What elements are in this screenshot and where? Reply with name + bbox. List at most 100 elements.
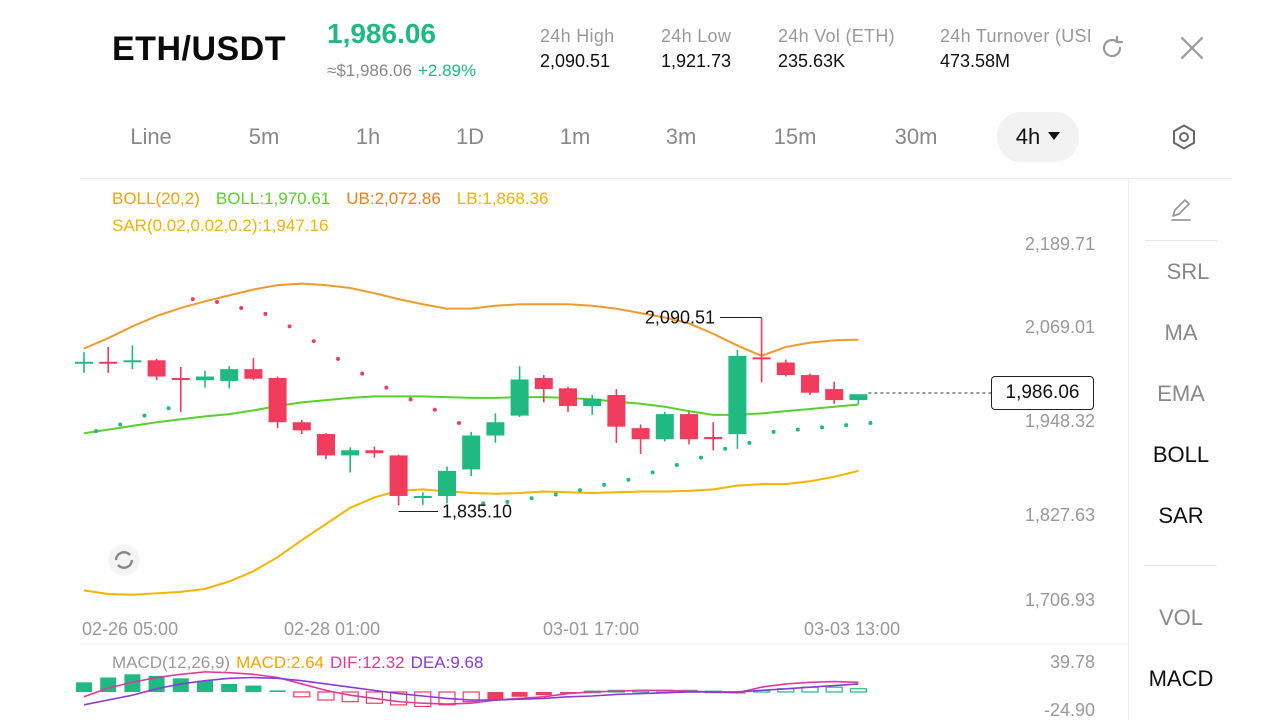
sar-dot	[408, 397, 413, 402]
toolbar-divider	[1145, 240, 1217, 241]
macd-legend-item: DIF:12.32	[330, 653, 405, 672]
sar-dot	[795, 427, 800, 432]
macd-histogram-bar	[414, 691, 432, 708]
tab-1m[interactable]: 1m	[559, 124, 591, 149]
candle-body	[220, 369, 239, 381]
sar-dot	[166, 406, 171, 411]
tab-5m[interactable]: 5m	[248, 124, 280, 149]
boll-mid-value: BOLL:1,970.61	[215, 189, 331, 208]
tab-30m[interactable]: 30m	[894, 124, 938, 149]
sar-dot	[868, 420, 873, 425]
boll-legend: BOLL(20,2) BOLL:1,970.61 UB:2,072.86 LB:1,8…	[112, 189, 564, 209]
sar-dot	[118, 422, 123, 427]
y-axis-tick-label: 2,069.01	[1025, 317, 1095, 337]
sar-dot	[578, 488, 582, 493]
sar-dot	[263, 311, 268, 316]
sar-legend: SAR(0.02,0.02,0.2):1,947.16	[112, 216, 328, 236]
tab-4h-label: 4h	[1015, 124, 1041, 149]
macd-histogram-bar	[511, 691, 528, 697]
sar-dot	[287, 324, 292, 329]
stat-value: 1,921.73	[661, 51, 732, 71]
pencil-icon[interactable]	[1129, 197, 1233, 229]
sar-dot	[771, 429, 776, 434]
macd-histogram-bar	[197, 680, 213, 692]
macd-legend: MACD(12,26,9) MACD:2.64 DIF:12.32 DEA:9.68	[112, 653, 483, 672]
hexagon-settings-icon[interactable]	[1164, 112, 1204, 162]
sar-dot	[650, 470, 655, 475]
candle-body	[244, 369, 263, 379]
candle-body	[268, 377, 287, 423]
sar-dot	[674, 463, 679, 468]
macd-histogram-bar	[487, 691, 504, 701]
chart-container[interactable]	[80, 178, 1128, 720]
sar-dot	[94, 429, 98, 434]
indicator-sar[interactable]: SAR	[1158, 503, 1204, 528]
sar-dot	[505, 499, 510, 504]
macd-legend-item: DEA:9.68	[411, 653, 484, 672]
tab-line[interactable]: Line	[130, 124, 172, 149]
candle-body	[196, 376, 214, 381]
candle-body	[825, 389, 844, 401]
toolbar-divider	[1145, 565, 1217, 566]
candle-body	[75, 361, 93, 364]
indicator-toolbar: SRL MA EMA BOLL SAR VOL MACD	[1128, 178, 1232, 720]
current-price-tag: 1,986.06	[991, 376, 1094, 410]
macd-histogram-bar	[317, 691, 335, 701]
indicator-boll[interactable]: BOLL	[1152, 442, 1210, 467]
y-axis-tick-label: 1,827.63	[1025, 505, 1095, 525]
price-subline: ≈$1,986.06 +2.89%	[327, 61, 476, 81]
stat-24h-turnover: 24h Turnover (USDT) 473.58M	[940, 26, 1090, 72]
sar-dot	[457, 420, 461, 425]
sar-dot	[723, 446, 728, 451]
low-price-label: 1,835.10	[442, 502, 512, 522]
refresh-icon[interactable]	[1094, 30, 1130, 66]
indicator-vol[interactable]: VOL	[1158, 605, 1204, 630]
candle-body	[389, 455, 408, 496]
candle-body	[776, 362, 795, 376]
chevron-down-icon	[1048, 132, 1061, 141]
sar-dot	[553, 492, 558, 497]
candle-body	[752, 357, 771, 360]
candle-body	[631, 428, 650, 440]
macd-histogram-bar	[100, 677, 117, 692]
candle-body	[510, 379, 529, 416]
indicator-ma[interactable]: MA	[1164, 320, 1198, 345]
tab-4h-dropdown[interactable]: 4h	[997, 112, 1079, 162]
sar-dot	[432, 407, 437, 412]
candle-body	[801, 375, 819, 393]
tab-15m[interactable]: 15m	[773, 124, 817, 149]
sar-dot	[384, 385, 389, 390]
trading-pair-title[interactable]: ETH/USDT	[112, 30, 286, 68]
candlestick-chart[interactable]: 2,189.71 2,069.01 1,948.32 1,827.63 1,706.93…	[0, 0, 1128, 720]
macd-histogram-bar	[825, 686, 843, 693]
market-header: ETH/USDT 1,986.06 ≈$1,986.06 +2.89% 24h H…	[0, 0, 1280, 100]
indicator-macd[interactable]: MACD	[1148, 666, 1214, 691]
tab-1d[interactable]: 1D	[455, 124, 485, 149]
price-change-percent: +2.89%	[417, 61, 477, 80]
candle-body	[655, 414, 674, 440]
macd-histogram-bar	[245, 685, 262, 692]
x-axis-tick-label: 02-28 01:00	[284, 619, 380, 639]
tab-1h[interactable]: 1h	[355, 124, 381, 149]
candle-body	[123, 360, 142, 363]
macd-histogram-bar	[172, 678, 189, 692]
stat-value: 235.63K	[778, 51, 846, 71]
candle-body	[292, 422, 311, 431]
macd-histogram-bar	[390, 691, 408, 706]
candle-body	[147, 360, 166, 377]
reset-icon-bg	[108, 544, 140, 576]
candle-body	[534, 377, 553, 390]
macd-histogram-bar	[535, 691, 552, 696]
indicator-ema[interactable]: EMA	[1157, 381, 1205, 406]
tab-3m[interactable]: 3m	[665, 124, 697, 149]
sar-dot	[336, 356, 340, 361]
indicator-srl[interactable]: SRL	[1166, 259, 1210, 284]
stat-label: 24h Low	[661, 26, 732, 46]
candle-body	[486, 422, 505, 436]
stats-strip: 24h High 2,090.51 24h Low 1,921.73 24h V…	[530, 0, 1090, 100]
close-icon[interactable]	[1174, 30, 1210, 66]
x-axis-tick-label: 03-01 17:00	[543, 619, 639, 639]
macd-histogram-bar	[560, 691, 576, 694]
macd-histogram-bar	[76, 682, 92, 692]
sar-dot	[747, 440, 752, 445]
